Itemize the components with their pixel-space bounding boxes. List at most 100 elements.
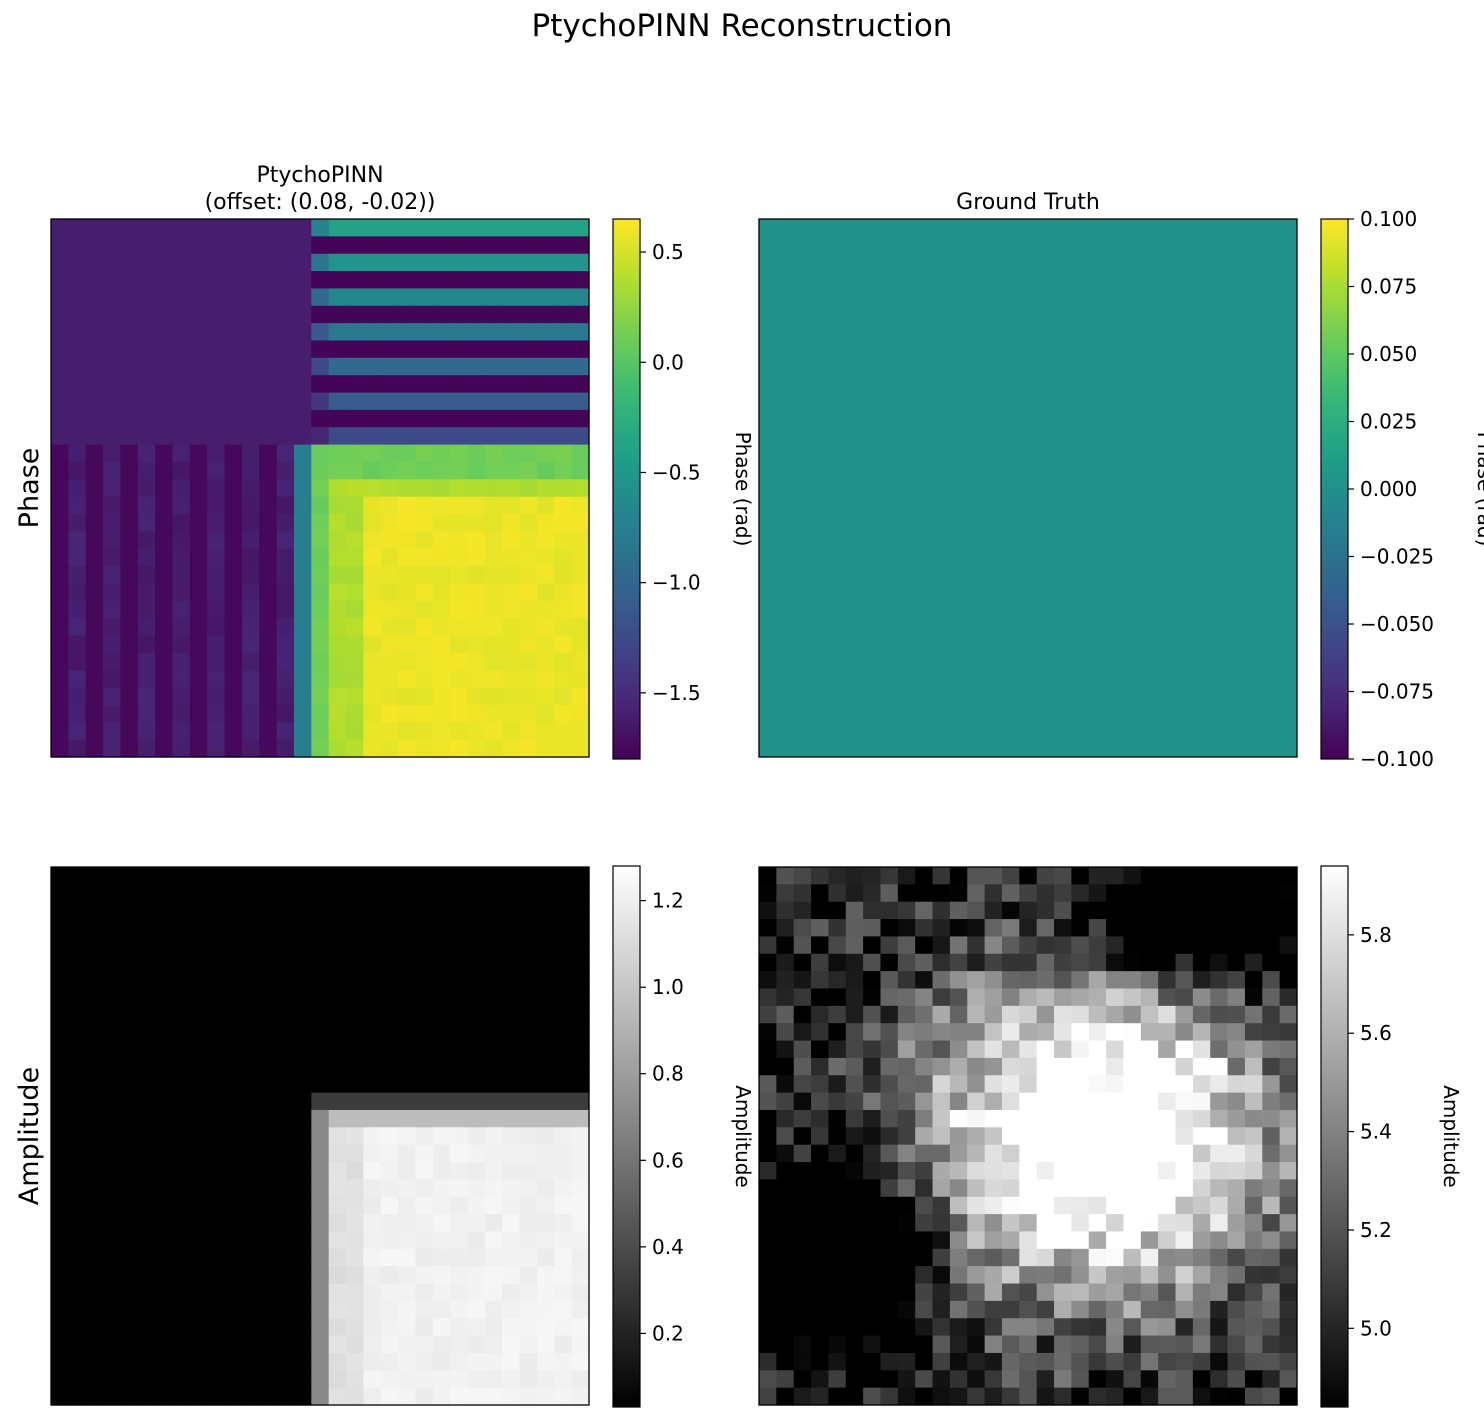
heatmap-cell — [776, 1040, 795, 1059]
heatmap-cell — [1054, 1092, 1072, 1111]
heatmap-cell — [155, 1127, 174, 1146]
heatmap-cell — [1192, 884, 1211, 903]
heatmap-cell — [502, 479, 521, 498]
heatmap-cell — [224, 739, 243, 758]
heatmap-cell — [293, 618, 312, 637]
heatmap-cell — [880, 1179, 899, 1198]
heatmap-cell — [1106, 901, 1125, 920]
heatmap-cell — [1036, 884, 1055, 903]
heatmap-cell — [484, 600, 503, 619]
heatmap-cell — [949, 1352, 968, 1371]
heatmap-cell — [1088, 1248, 1107, 1267]
heatmap-cell — [845, 1057, 864, 1076]
heatmap-cell — [189, 1318, 208, 1337]
heatmap-cell — [1158, 1300, 1177, 1319]
heatmap-cell — [224, 305, 243, 324]
heatmap-cell — [189, 936, 208, 955]
heatmap-cell — [1088, 1144, 1107, 1163]
heatmap-cell — [346, 884, 364, 903]
heatmap-cell — [311, 600, 330, 619]
heatmap-cell — [398, 867, 417, 885]
heatmap-cell — [1106, 936, 1125, 955]
heatmap-cell — [536, 635, 555, 654]
colorbar-tick-label: 0.050 — [1360, 342, 1417, 366]
heatmap-cell — [189, 670, 208, 689]
heatmap-cell — [467, 1335, 486, 1354]
heatmap-cell — [863, 1283, 882, 1302]
heatmap-cell — [845, 1283, 864, 1302]
heatmap-cell — [363, 704, 382, 723]
heatmap-cell — [519, 514, 538, 532]
heatmap-cell — [776, 1109, 795, 1128]
heatmap-cell — [484, 288, 503, 307]
heatmap-cell — [293, 1109, 312, 1128]
heatmap-cell — [828, 1005, 847, 1024]
heatmap-cell — [380, 1109, 399, 1128]
heatmap-cell — [241, 722, 260, 741]
heatmap-cell — [1210, 1109, 1229, 1128]
heatmap-cell — [328, 253, 347, 272]
heatmap-cell — [189, 1005, 208, 1024]
heatmap-cell — [276, 1023, 295, 1042]
heatmap-cell — [949, 1214, 968, 1233]
heatmap-cell — [259, 1300, 278, 1319]
heatmap-cell — [1123, 1370, 1142, 1389]
heatmap-cell — [276, 496, 295, 515]
heatmap-cell — [415, 1057, 434, 1076]
heatmap-cell — [759, 1023, 777, 1042]
colorbar-tick-label: 5.8 — [1360, 923, 1392, 947]
heatmap-cell — [259, 427, 278, 446]
heatmap-cell — [759, 1127, 777, 1146]
heatmap-cell — [415, 375, 434, 394]
colorbar-tick-label: −0.025 — [1360, 545, 1434, 569]
heatmap-cell — [293, 1005, 312, 1024]
heatmap-cell — [484, 1005, 503, 1024]
heatmap-cell — [1227, 919, 1246, 938]
heatmap-cell — [172, 357, 191, 376]
heatmap-cell — [554, 687, 573, 706]
heatmap-cell — [1192, 1162, 1211, 1180]
heatmap-cell — [207, 1162, 226, 1180]
heatmap-cell — [1262, 1318, 1281, 1337]
heatmap-cell — [915, 1196, 934, 1215]
heatmap-cell — [259, 1196, 278, 1215]
heatmap-cell — [137, 635, 156, 654]
heatmap-cell — [432, 1162, 451, 1180]
heatmap-cell — [554, 409, 573, 428]
heatmap-cell — [276, 739, 295, 758]
heatmap-cell — [1192, 936, 1211, 955]
heatmap-cell — [224, 566, 243, 585]
pinn-amplitude-cells — [51, 867, 590, 1406]
heatmap-cell — [1227, 1109, 1246, 1128]
heatmap-cell — [845, 901, 864, 920]
heatmap-cell — [554, 1387, 573, 1406]
pinn-phase-colorbar-label: Phase (rad) — [731, 432, 755, 547]
heatmap-cell — [793, 1109, 812, 1128]
heatmap-cell — [328, 1283, 347, 1302]
heatmap-cell — [363, 635, 382, 654]
heatmap-cell — [949, 867, 968, 885]
heatmap-cell — [276, 1127, 295, 1146]
heatmap-cell — [432, 375, 451, 394]
heatmap-cell — [293, 1231, 312, 1250]
heatmap-cell — [155, 1370, 174, 1389]
heatmap-cell — [346, 305, 364, 324]
heatmap-cell — [949, 1005, 968, 1024]
heatmap-cell — [398, 531, 417, 550]
heatmap-cell — [155, 427, 174, 446]
heatmap-cell — [51, 1127, 69, 1146]
heatmap-cell — [502, 1196, 521, 1215]
heatmap-cell — [484, 357, 503, 376]
heatmap-cell — [311, 531, 330, 550]
heatmap-cell — [450, 600, 469, 619]
heatmap-cell — [502, 739, 521, 758]
heatmap-cell — [1054, 1231, 1072, 1250]
heatmap-cell — [85, 988, 104, 1007]
heatmap-cell — [1262, 1387, 1281, 1406]
heatmap-cell — [189, 1231, 208, 1250]
heatmap-cell — [1175, 1127, 1194, 1146]
heatmap-cell — [276, 1300, 295, 1319]
heatmap-cell — [967, 1370, 986, 1389]
heatmap-cell — [346, 566, 364, 585]
heatmap-cell — [967, 1075, 986, 1094]
